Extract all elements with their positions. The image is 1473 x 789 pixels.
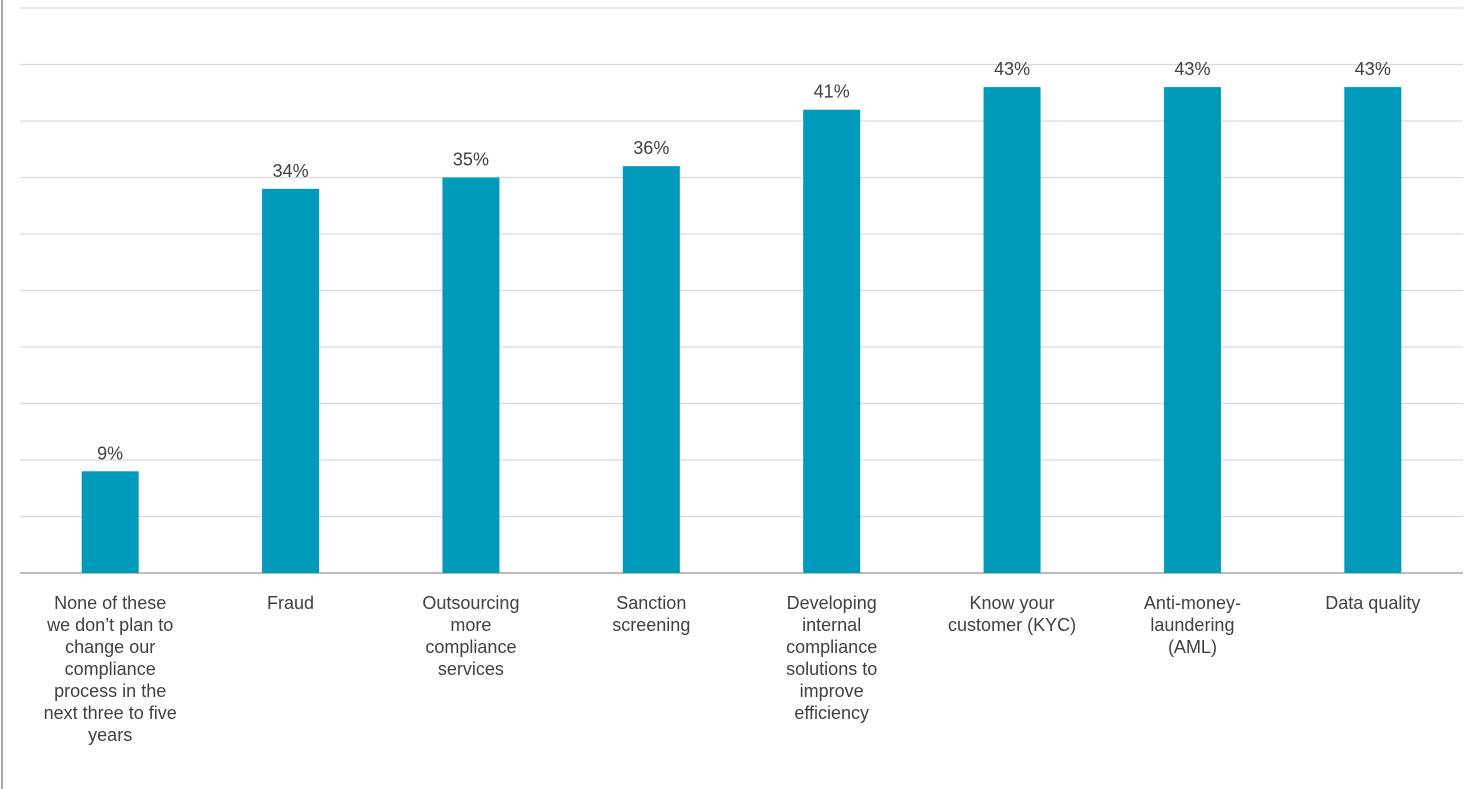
category-label-1: Fraud <box>267 593 314 613</box>
bar-4 <box>803 109 861 573</box>
category-label-2-line-0: Outsourcing <box>422 593 519 613</box>
bar-2 <box>442 177 500 573</box>
data-label-1: 34% <box>273 161 309 181</box>
category-label-7: Data quality <box>1325 593 1420 613</box>
category-label-6: Anti-money-laundering (AML) <box>1144 593 1241 657</box>
category-label-2-line-2: compliance <box>425 637 516 657</box>
category-label-6-line-0: Anti-money- <box>1144 593 1241 613</box>
category-label-6-line-2: (AML) <box>1168 637 1217 657</box>
category-label-6-line-1: laundering <box>1150 615 1234 635</box>
category-label-3: Sanction screening <box>612 593 690 635</box>
bar-3 <box>622 166 680 573</box>
category-label-0-line-6: years <box>88 725 132 745</box>
category-label-2-line-1: more <box>450 615 491 635</box>
category-label-5-line-0: Know your <box>970 593 1055 613</box>
category-label-4-line-5: efficiency <box>794 703 869 723</box>
category-label-0-line-1: we don’t plan to <box>46 615 173 635</box>
category-label-5-line-1: customer (KYC) <box>948 615 1076 635</box>
category-label-4-line-3: solutions to <box>786 659 877 679</box>
category-label-0-line-0: None of these <box>54 593 166 613</box>
category-label-4: Developing internal compliance solutions to… <box>786 593 877 723</box>
category-label-5: Know your customer (KYC) <box>948 593 1076 635</box>
category-label-4-line-4: improve <box>800 681 864 701</box>
category-labels: None of these we don’t plan to change our c… <box>44 593 1421 745</box>
category-label-4-line-1: internal <box>802 615 861 635</box>
category-label-0-line-3: compliance <box>65 659 156 679</box>
category-label-0-line-5: next three to five <box>44 703 177 723</box>
category-label-3-line-1: screening <box>612 615 690 635</box>
data-label-0: 9% <box>97 443 123 463</box>
category-label-4-line-0: Developing <box>787 593 877 613</box>
data-label-3: 36% <box>633 138 669 158</box>
bar-0 <box>81 471 139 573</box>
gridlines <box>20 7 1463 518</box>
bar-6 <box>1163 87 1221 573</box>
data-label-7: 43% <box>1355 59 1391 79</box>
category-label-0-line-2: change our <box>65 637 155 657</box>
category-label-2: Outsourcing more compliance services <box>422 593 519 679</box>
bar-7 <box>1344 87 1402 573</box>
data-label-2: 35% <box>453 150 489 170</box>
data-label-5: 43% <box>994 59 1030 79</box>
category-label-3-line-0: Sanction <box>616 593 686 613</box>
category-label-7-line-0: Data quality <box>1325 593 1420 613</box>
bar-5 <box>983 87 1041 573</box>
category-label-4-line-2: compliance <box>786 637 877 657</box>
data-label-6: 43% <box>1174 59 1210 79</box>
data-labels: 9% 34% 35% 36% 41% 43% 43% 43% <box>97 59 1391 463</box>
data-label-4: 41% <box>814 82 850 102</box>
bars <box>81 87 1402 574</box>
bar-1 <box>262 188 320 574</box>
category-label-1-line-0: Fraud <box>267 593 314 613</box>
category-label-0: None of these we don’t plan to change our c… <box>44 593 177 745</box>
category-label-2-line-3: services <box>438 659 504 679</box>
category-label-0-line-4: process in the <box>54 681 166 701</box>
